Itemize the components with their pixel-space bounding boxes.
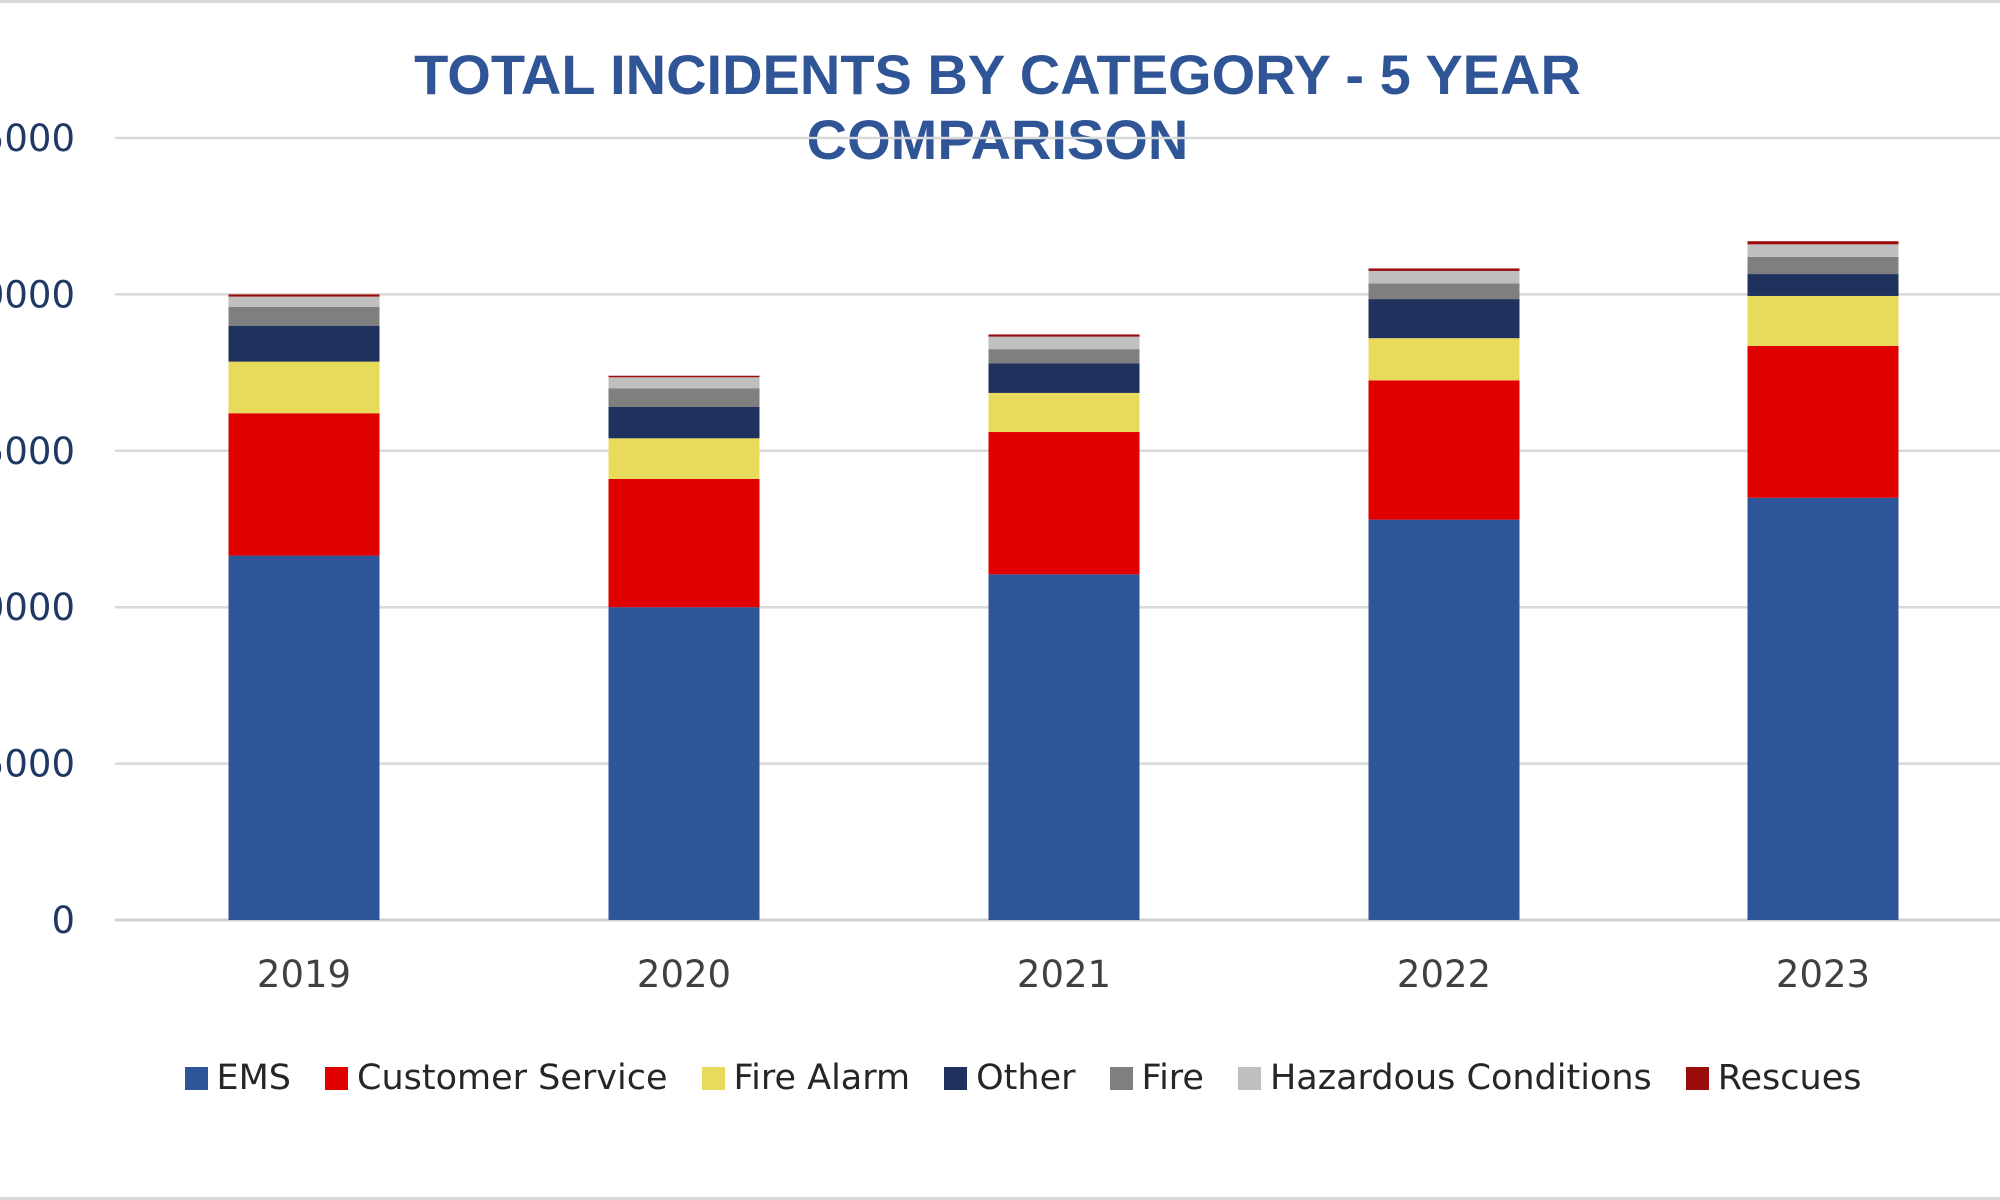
bar-segment-ems-2021 [988,574,1140,920]
legend-label: Customer Service [357,1058,668,1098]
y-tick-label: 15000 [0,430,75,473]
bar-segment-rescues-2022 [1368,268,1520,271]
bar-segment-fire-2020 [608,388,760,408]
legend-label: Hazardous Conditions [1269,1058,1652,1098]
legend-label: Fire Alarm [733,1058,911,1098]
legend: EMS Customer Service Fire Alarm Other Fire Ha… [0,1058,2000,1098]
bar-segment-hazardous-conditions-2022 [1368,270,1520,284]
bar-segment-hazardous-conditions-2021 [988,336,1140,350]
legend-item: Rescues [1685,1058,1862,1098]
legend-item: Other [944,1058,1076,1098]
bar-segment-hazardous-conditions-2023 [1747,244,1899,257]
x-tick-label: 2022 [1397,953,1491,996]
chart-title: TOTAL INCIDENTS BY CATEGORY - 5 YEAR COM… [414,43,1581,171]
y-tick-label: 0 [51,899,75,942]
legend-swatch [1237,1066,1261,1090]
bar-segment-rescues-2019 [228,294,380,297]
bar-segment-rescues-2021 [988,334,1140,337]
bar-segment-ems-2022 [1368,519,1520,920]
bar-segment-fire-2019 [228,306,380,326]
bar-segment-rescues-2020 [608,375,760,378]
bar-segment-ems-2019 [228,555,380,920]
legend-item: EMS [184,1058,292,1098]
x-tick-label: 2023 [1776,953,1870,996]
legend-label: Other [976,1058,1076,1098]
legend-swatch [1109,1066,1133,1090]
bar-segment-other-2023 [1747,274,1899,296]
bar-segment-fire-alarm-2019 [228,361,380,414]
legend-label: Rescues [1717,1058,1862,1098]
x-tick-label: 2020 [637,953,731,996]
bar-segment-other-2020 [608,407,760,439]
legend-label: Fire [1141,1058,1204,1098]
legend-swatch [701,1066,725,1090]
bar-segment-ems-2020 [608,607,760,920]
bar-segment-hazardous-conditions-2020 [608,377,760,389]
bar-segment-fire-alarm-2020 [608,438,760,479]
bar-segment-customer-service-2019 [228,413,380,556]
y-tick-label: 25000 [0,117,75,160]
y-tick-label: 10000 [0,586,75,629]
bar-segment-fire-2022 [1368,283,1520,300]
legend-item: Hazardous Conditions [1237,1058,1652,1098]
y-tick-label: 5000 [0,743,75,786]
legend-item: Fire [1109,1058,1204,1098]
bar-segment-customer-service-2022 [1368,380,1520,520]
bar-segment-rescues-2023 [1747,241,1899,245]
legend-label: EMS [216,1058,292,1098]
bar-segment-customer-service-2021 [988,432,1140,575]
bar-segment-fire-2023 [1747,256,1899,275]
bar-segment-other-2019 [228,325,380,362]
y-tick-label: 20000 [0,273,75,316]
legend-item: Customer Service [325,1058,668,1098]
bar-segment-fire-2021 [988,349,1140,364]
y-tick-labels: 0 5000 10000 15000 20000 25000 [0,117,75,942]
bar-segment-ems-2023 [1747,497,1899,920]
legend-swatch [944,1066,968,1090]
legend-swatch [184,1066,208,1090]
bar-segment-other-2022 [1368,299,1520,339]
legend-item: Fire Alarm [701,1058,911,1098]
x-tick-label: 2021 [1017,953,1111,996]
bars [228,241,1899,920]
bar-segment-customer-service-2020 [608,478,760,608]
bar-segment-other-2021 [988,363,1140,393]
x-tick-labels: 2019 2020 2021 2022 2023 [257,953,1870,996]
bar-segment-customer-service-2023 [1747,346,1899,498]
bar-segment-fire-alarm-2022 [1368,338,1520,381]
legend-swatch [1685,1066,1709,1090]
bar-segment-fire-alarm-2021 [988,392,1140,433]
x-tick-label: 2019 [257,953,351,996]
legend-swatch [325,1066,349,1090]
bar-segment-hazardous-conditions-2019 [228,296,380,307]
bar-segment-fire-alarm-2023 [1747,295,1899,347]
